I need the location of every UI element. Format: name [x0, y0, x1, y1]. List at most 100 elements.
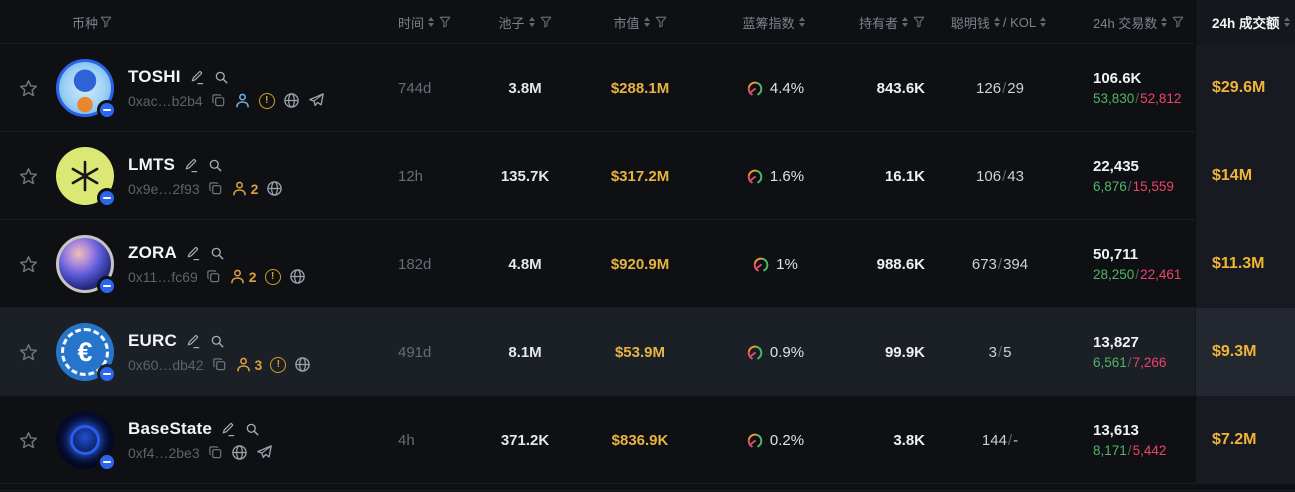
column-header-holders[interactable]: 持有者: [840, 13, 935, 32]
sort-icon[interactable]: [993, 17, 1000, 27]
favorite-star-icon[interactable]: [17, 77, 40, 100]
kol-count: 5: [1003, 343, 1012, 361]
column-header-volume[interactable]: 24h 成交额: [1195, 0, 1295, 44]
holders-cell: 843.6K: [876, 79, 925, 97]
age-cell: 4h: [398, 431, 415, 449]
pencil-icon[interactable]: [190, 70, 205, 85]
token-name[interactable]: LMTS: [128, 155, 176, 174]
token-name[interactable]: TOSHI: [128, 67, 181, 86]
column-header-age[interactable]: 时间: [380, 13, 480, 32]
favorite-star-icon[interactable]: [17, 165, 40, 188]
pool-cell: 3.8M: [508, 79, 542, 97]
bluechip-pct: 0.2%: [769, 431, 805, 449]
globe-icon[interactable]: [289, 268, 306, 285]
txn-total: 22,435: [1093, 158, 1139, 175]
copy-icon[interactable]: [211, 93, 226, 108]
copy-icon[interactable]: [208, 181, 223, 196]
table-row[interactable]: TOSHI 0xac…b2b4 ! 744d 3.8M $288.1M 4.4%: [0, 44, 1295, 132]
favorite-star-icon[interactable]: [17, 341, 40, 364]
pencil-icon[interactable]: [221, 422, 236, 437]
copy-icon[interactable]: [212, 357, 227, 372]
alert-icon[interactable]: !: [264, 268, 281, 285]
mcap-cell: $288.1M: [610, 79, 670, 97]
funnel-icon[interactable]: [540, 16, 552, 28]
globe-icon[interactable]: [266, 180, 283, 197]
column-header-bluechip[interactable]: 蓝筹指数: [710, 13, 840, 32]
pencil-icon[interactable]: [184, 158, 199, 173]
token-name[interactable]: BaseState: [128, 419, 213, 438]
gauge-icon: [746, 431, 764, 449]
person-icon[interactable]: [229, 268, 246, 285]
alert-icon[interactable]: !: [258, 92, 275, 109]
column-header-mcap[interactable]: 市值: [570, 13, 710, 32]
bluechip-pct: 1.6%: [769, 167, 805, 185]
globe-icon[interactable]: [231, 444, 248, 461]
copy-icon[interactable]: [208, 445, 223, 460]
funnel-icon[interactable]: [100, 16, 112, 28]
token-avatar[interactable]: [56, 147, 117, 208]
column-label-smart: 聪明钱: [950, 15, 990, 31]
table-row[interactable]: LMTS 0x9e…2f93 2 12h 135.7K $317.2M 1.6%…: [0, 132, 1295, 220]
asterisk-mark: [68, 159, 102, 193]
separator: /: [1007, 431, 1013, 449]
magnifier-icon[interactable]: [208, 158, 223, 173]
telegram-icon[interactable]: [308, 92, 325, 109]
funnel-icon[interactable]: [655, 16, 667, 28]
favorite-star-icon[interactable]: [17, 253, 40, 276]
txns-cell: 22,435 6,876/15,559: [1065, 158, 1195, 194]
sort-icon[interactable]: [798, 17, 805, 27]
age-cell: 182d: [398, 255, 432, 273]
base-chain-badge-icon: [97, 364, 117, 384]
column-header-smart-kol[interactable]: 聪明钱 / KOL: [935, 13, 1065, 32]
telegram-icon[interactable]: [256, 444, 273, 461]
person-icon[interactable]: [235, 356, 252, 373]
holders-cell: 99.9K: [884, 343, 925, 361]
token-avatar[interactable]: [56, 59, 117, 120]
funnel-icon[interactable]: [913, 16, 925, 28]
alert-glyph: !: [270, 270, 275, 283]
table-row[interactable]: BaseState 0xf4…2be3 4h 371.2K $836.9K 0.…: [0, 396, 1295, 484]
favorite-star-icon[interactable]: [17, 429, 40, 452]
sort-icon[interactable]: [1283, 17, 1290, 27]
token-avatar[interactable]: [56, 235, 117, 296]
alert-icon[interactable]: !: [270, 356, 287, 373]
copy-icon[interactable]: [206, 269, 221, 284]
magnifier-icon[interactable]: [245, 422, 260, 437]
separator: /: [1135, 267, 1140, 282]
column-label-pool: 池子: [498, 15, 525, 31]
table-row-highlighted[interactable]: € EURC 0x60…db42 3 !: [0, 308, 1295, 396]
funnel-icon[interactable]: [439, 16, 451, 28]
token-name[interactable]: EURC: [128, 331, 177, 350]
funnel-icon[interactable]: [1172, 16, 1184, 28]
pencil-icon[interactable]: [186, 334, 201, 349]
bluechip-pct: 1%: [776, 255, 798, 273]
sort-icon[interactable]: [1161, 17, 1168, 27]
column-header-txns[interactable]: 24h 交易数: [1065, 13, 1195, 32]
column-header-token[interactable]: 币种: [56, 13, 380, 32]
txns-cell: 13,827 6,561/7,266: [1065, 334, 1195, 370]
column-header-pool[interactable]: 池子: [480, 13, 570, 32]
person-icon[interactable]: [231, 180, 248, 197]
separator: /: [1002, 167, 1007, 185]
sort-icon[interactable]: [428, 17, 435, 27]
token-name[interactable]: ZORA: [128, 243, 177, 262]
base-chain-badge-icon: [97, 452, 117, 472]
pencil-icon[interactable]: [186, 246, 201, 261]
magnifier-icon[interactable]: [210, 334, 225, 349]
globe-icon[interactable]: [283, 92, 300, 109]
globe-icon[interactable]: [294, 356, 311, 373]
bluechip-cell: 1.6%: [710, 167, 840, 185]
token-address: 0xf4…2be3: [128, 444, 200, 461]
magnifier-icon[interactable]: [214, 70, 229, 85]
sort-icon[interactable]: [528, 17, 535, 27]
sort-icon[interactable]: [902, 17, 908, 27]
token-avatar[interactable]: [56, 411, 117, 472]
sort-icon[interactable]: [643, 17, 650, 27]
magnifier-icon[interactable]: [210, 246, 225, 261]
table-row[interactable]: ZORA 0x11…fc69 2 ! 182d 4.8M $920.9M 1%: [0, 220, 1295, 308]
sort-icon[interactable]: [1040, 17, 1047, 27]
token-avatar[interactable]: €: [56, 323, 117, 384]
separator: /: [997, 255, 1003, 273]
kol-count: 394: [1003, 255, 1029, 273]
person-icon[interactable]: [234, 92, 251, 109]
